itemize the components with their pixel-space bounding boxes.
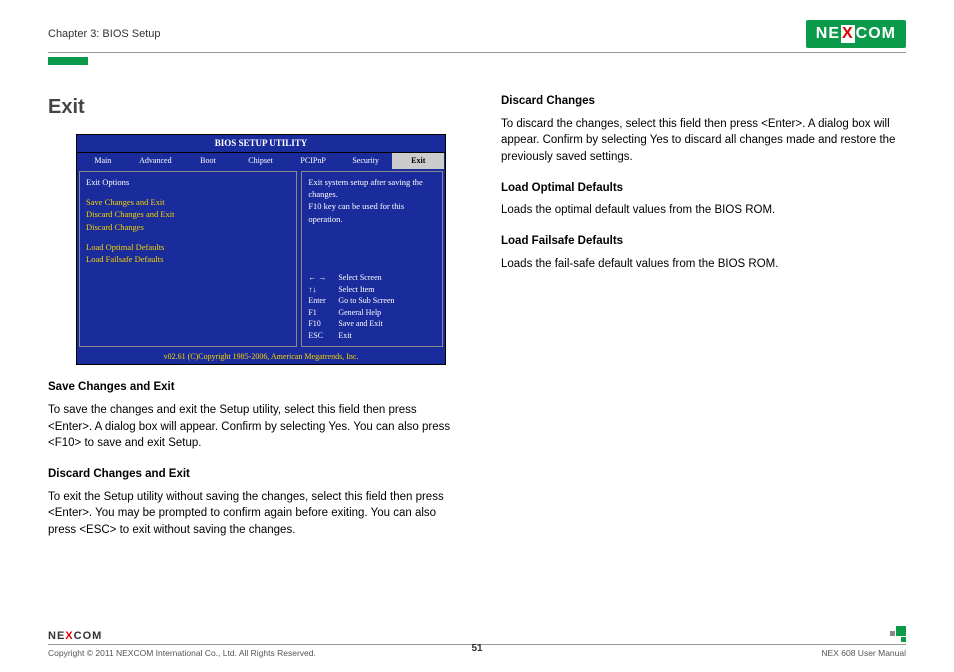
copyright-text: Copyright © 2011 NEXCOM International Co… xyxy=(48,648,316,658)
bios-tab-main[interactable]: Main xyxy=(77,153,130,169)
heading-save-exit: Save Changes and Exit xyxy=(48,379,453,396)
para-discard: To discard the changes, select this fiel… xyxy=(501,116,906,166)
bios-tab-pcipnp[interactable]: PCIPnP xyxy=(287,153,340,169)
accent-bar xyxy=(48,57,88,65)
para-save-exit: To save the changes and exit the Setup u… xyxy=(48,402,453,452)
bios-key-legend: ← →Select Screen ↑↓Select Item EnterGo t… xyxy=(308,272,436,342)
page-header: Chapter 3: BIOS Setup NEXCOM xyxy=(48,20,906,53)
chapter-title: Chapter 3: BIOS Setup xyxy=(48,28,161,40)
heading-discard-exit: Discard Changes and Exit xyxy=(48,466,453,483)
bios-menu-save-exit[interactable]: Save Changes and Exit xyxy=(86,196,290,208)
bios-help-panel: Exit system setup after saving the chang… xyxy=(301,171,443,347)
manual-name: NEX 608 User Manual xyxy=(821,648,906,658)
bios-tab-boot[interactable]: Boot xyxy=(182,153,235,169)
bios-help-text-2: F10 key can be used for this operation. xyxy=(308,200,436,225)
bios-tab-advanced[interactable]: Advanced xyxy=(130,153,183,169)
para-failsafe: Loads the fail-safe default values from … xyxy=(501,256,906,273)
right-column: Discard Changes To discard the changes, … xyxy=(501,93,906,545)
bios-tab-chipset[interactable]: Chipset xyxy=(235,153,288,169)
left-column: Exit BIOS SETUP UTILITY Main Advanced Bo… xyxy=(48,93,453,545)
bios-footer: v02.61 (C)Copyright 1985-2006, American … xyxy=(77,349,445,365)
bios-screenshot: BIOS SETUP UTILITY Main Advanced Boot Ch… xyxy=(76,134,446,365)
bios-menu-panel: Exit Options Save Changes and Exit Disca… xyxy=(79,171,297,347)
bios-menu-failsafe[interactable]: Load Failsafe Defaults xyxy=(86,253,290,265)
bios-title: BIOS SETUP UTILITY xyxy=(77,135,445,152)
footer-logo: NEXCOM xyxy=(48,630,906,642)
bios-section-header: Exit Options xyxy=(86,176,290,188)
bios-tab-exit[interactable]: Exit xyxy=(392,153,445,169)
heading-optimal: Load Optimal Defaults xyxy=(501,180,906,197)
para-discard-exit: To exit the Setup utility without saving… xyxy=(48,489,453,539)
bios-menu-discard-exit[interactable]: Discard Changes and Exit xyxy=(86,208,290,220)
nexcom-logo: NEXCOM xyxy=(806,20,906,48)
bios-tab-security[interactable]: Security xyxy=(340,153,393,169)
bios-menu-optimal[interactable]: Load Optimal Defaults xyxy=(86,241,290,253)
page-number: 51 xyxy=(471,643,482,654)
bios-help-text-1: Exit system setup after saving the chang… xyxy=(308,176,436,201)
heading-failsafe: Load Failsafe Defaults xyxy=(501,233,906,250)
page-title: Exit xyxy=(48,93,453,122)
bios-tabs: Main Advanced Boot Chipset PCIPnP Securi… xyxy=(77,152,445,169)
heading-discard: Discard Changes xyxy=(501,93,906,110)
bios-menu-discard[interactable]: Discard Changes xyxy=(86,221,290,233)
para-optimal: Loads the optimal default values from th… xyxy=(501,202,906,219)
